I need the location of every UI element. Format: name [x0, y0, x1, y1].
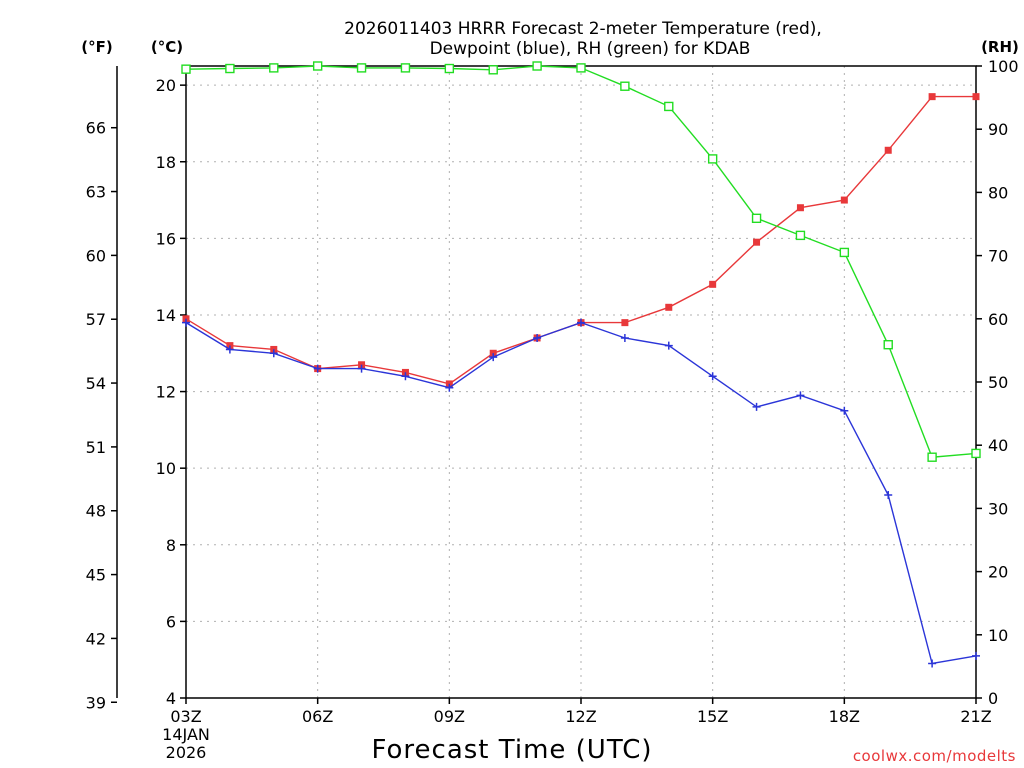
rh-unit-label: (RH)	[981, 38, 1019, 56]
celsius-tick-label: 20	[156, 76, 176, 95]
rh-point	[795, 230, 806, 241]
dewpoint-point	[972, 651, 980, 660]
dewpoint-point	[225, 345, 234, 354]
temperature-point	[621, 319, 629, 327]
x-tick-label: 15Z	[697, 707, 728, 726]
rh-point	[269, 63, 279, 73]
x-date-line-1: 14JAN	[162, 725, 210, 744]
x-tick-label: 09Z	[434, 707, 465, 726]
axis-ticks: 4 6 8 10 12 14 16 18 20 03Z 06Z 09Z 12Z 15Z 18Z 21Z 39 42…	[86, 57, 1019, 726]
rh-tick-label: 40	[988, 436, 1008, 455]
series-layer	[181, 61, 981, 668]
x-tick-label: 18Z	[829, 707, 860, 726]
temperature-point	[796, 204, 804, 212]
x-date-line-2: 2026	[166, 743, 207, 762]
fahrenheit-unit-label: (°F)	[81, 38, 112, 56]
chart-title-line-2: Dewpoint (blue), RH (green) for KDAB	[430, 39, 751, 59]
rh-tick-label: 90	[988, 120, 1008, 139]
fahrenheit-tick-label: 60	[86, 246, 106, 265]
rh-point	[356, 63, 367, 73]
dewpoint-point	[445, 383, 454, 392]
temperature-point	[840, 196, 848, 204]
x-tick-label: 06Z	[302, 707, 333, 726]
rh-point	[839, 247, 850, 258]
rh-point	[751, 213, 762, 224]
x-axis-label: Forecast Time (UTC)	[371, 735, 652, 765]
dewpoint-point	[928, 659, 937, 668]
rh-point	[927, 452, 937, 462]
rh-point	[576, 63, 586, 73]
celsius-tick-label: 18	[156, 153, 176, 172]
celsius-tick-label: 16	[156, 229, 176, 248]
dewpoint-point	[269, 349, 278, 358]
dewpoint-point	[489, 353, 498, 362]
dewpoint-point	[840, 406, 849, 415]
dewpoint-point	[313, 364, 322, 373]
rh-point	[444, 63, 455, 74]
dewpoint-point	[708, 372, 717, 381]
temperature-point	[972, 93, 980, 101]
celsius-tick-label: 8	[166, 536, 176, 555]
dewpoint-point	[401, 372, 410, 381]
temperature-point	[665, 303, 673, 311]
rh-tick-label: 80	[988, 183, 1008, 202]
rh-tick-label: 100	[988, 57, 1019, 76]
rh-point	[620, 81, 630, 91]
dewpoint-point	[796, 391, 805, 400]
dewpoint-point	[752, 402, 761, 411]
rh-tick-label: 50	[988, 373, 1008, 392]
dewpoint-point	[577, 318, 585, 327]
dewpoint-point	[533, 333, 542, 342]
fahrenheit-tick-label: 48	[86, 502, 106, 521]
credit-link[interactable]: coolwx.com/modelts	[853, 747, 1016, 765]
rh-point	[664, 101, 674, 112]
rh-point	[971, 448, 981, 459]
rh-point	[707, 154, 718, 164]
rh-tick-label: 60	[988, 310, 1008, 329]
fahrenheit-tick-label: 54	[86, 374, 106, 393]
rh-tick-label: 70	[988, 247, 1008, 266]
temperature-point	[753, 238, 761, 246]
fahrenheit-tick-label: 45	[86, 566, 106, 585]
rh-point	[312, 61, 323, 71]
fahrenheit-tick-label: 42	[86, 629, 106, 648]
rh-point	[488, 65, 498, 75]
rh-line	[185, 65, 977, 458]
fahrenheit-tick-label: 57	[86, 310, 106, 329]
celsius-tick-label: 14	[156, 306, 176, 325]
celsius-tick-label: 12	[156, 383, 176, 402]
temperature-point	[928, 93, 936, 101]
celsius-tick-label: 10	[156, 459, 176, 478]
dewpoint-point	[357, 364, 366, 373]
chart-title-line-1: 2026011403 HRRR Forecast 2-meter Tempera…	[344, 19, 822, 39]
dewpoint-point	[664, 341, 673, 350]
rh-tick-label: 20	[988, 563, 1008, 582]
fahrenheit-tick-label: 51	[86, 438, 106, 457]
x-tick-label: 03Z	[170, 707, 201, 726]
temperature-point	[884, 146, 892, 154]
rh-point	[532, 61, 542, 71]
fahrenheit-tick-label: 63	[86, 183, 106, 202]
celsius-unit-label: (°C)	[151, 38, 183, 56]
rh-tick-label: 0	[988, 689, 998, 708]
rh-point	[400, 63, 411, 73]
x-tick-label: 21Z	[960, 707, 991, 726]
dewpoint-point	[182, 318, 190, 327]
temperature-point	[709, 280, 717, 288]
fahrenheit-tick-label: 66	[86, 119, 106, 138]
celsius-tick-label: 6	[166, 612, 176, 631]
rh-point	[181, 64, 191, 74]
grid-lines	[185, 66, 977, 699]
rh-tick-label: 10	[988, 626, 1008, 645]
rh-point	[225, 63, 235, 74]
fahrenheit-tick-label: 39	[86, 693, 106, 712]
x-tick-label: 12Z	[565, 707, 596, 726]
dewpoint-point	[620, 333, 629, 342]
rh-tick-label: 30	[988, 499, 1008, 518]
dewpoint-point	[884, 490, 893, 499]
celsius-tick-label: 4	[166, 689, 176, 708]
rh-point	[883, 340, 893, 350]
